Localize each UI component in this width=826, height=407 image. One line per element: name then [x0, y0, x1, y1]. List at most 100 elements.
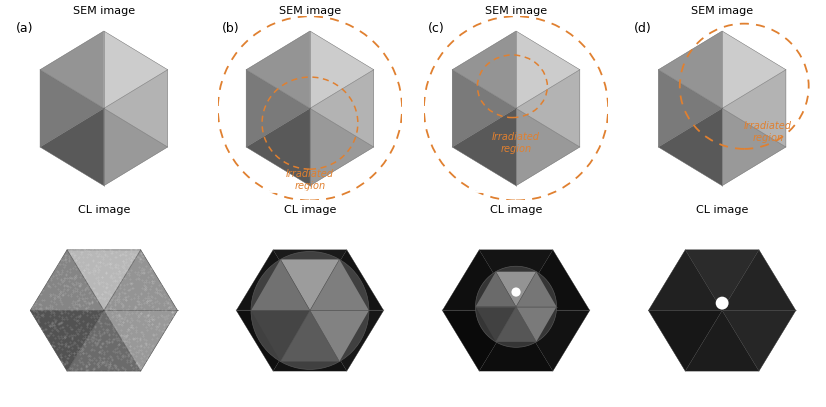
Point [135, 364, 148, 370]
Point [164, 275, 178, 282]
Point [162, 365, 175, 372]
Point [53, 290, 66, 297]
Point [116, 251, 129, 258]
Point [78, 285, 92, 292]
Point [44, 293, 57, 300]
Point [78, 241, 91, 248]
Point [66, 265, 79, 271]
Point [165, 371, 178, 377]
Point [45, 327, 59, 333]
Point [32, 238, 45, 244]
Point [153, 250, 166, 257]
Point [151, 361, 164, 368]
Point [121, 268, 134, 275]
Point [70, 285, 83, 292]
Point [38, 308, 51, 315]
Point [55, 354, 68, 360]
Point [161, 355, 174, 361]
Point [69, 263, 82, 269]
Point [80, 307, 93, 314]
Point [27, 354, 40, 361]
Point [125, 356, 138, 363]
Point [116, 263, 129, 269]
Point [69, 274, 83, 281]
Point [39, 363, 52, 369]
Point [31, 318, 45, 325]
Point [62, 239, 75, 245]
Point [104, 260, 117, 267]
Point [101, 348, 114, 355]
Polygon shape [516, 31, 580, 108]
Point [105, 338, 118, 344]
Point [75, 370, 88, 376]
Point [55, 279, 69, 285]
Point [47, 259, 60, 266]
Point [72, 344, 85, 351]
Polygon shape [31, 250, 104, 311]
Point [49, 292, 62, 299]
Point [43, 302, 56, 309]
Point [120, 357, 133, 363]
Point [136, 267, 150, 273]
Point [81, 299, 94, 306]
Point [119, 307, 132, 313]
Point [151, 249, 164, 255]
Point [150, 323, 163, 329]
Point [169, 363, 182, 369]
Point [123, 343, 136, 350]
Point [65, 244, 78, 250]
Point [166, 313, 179, 319]
Point [154, 356, 168, 362]
Point [52, 241, 65, 248]
Point [93, 355, 107, 361]
Point [142, 298, 155, 304]
Point [32, 316, 45, 322]
Point [166, 254, 179, 261]
Point [60, 360, 74, 367]
Point [50, 249, 64, 256]
Point [150, 263, 164, 269]
Point [39, 259, 52, 265]
Point [29, 284, 42, 291]
Point [41, 318, 55, 325]
Point [114, 282, 127, 289]
Point [145, 258, 159, 265]
Point [64, 376, 77, 383]
Point [82, 333, 95, 340]
Point [165, 359, 178, 365]
Point [161, 346, 174, 352]
Point [140, 241, 154, 247]
Point [142, 362, 155, 368]
Point [25, 242, 38, 248]
Point [112, 341, 126, 347]
Point [88, 339, 102, 346]
Point [36, 341, 49, 348]
Point [88, 323, 102, 329]
Polygon shape [40, 31, 104, 108]
Point [73, 297, 86, 304]
Point [26, 342, 39, 348]
Point [110, 281, 123, 288]
Point [77, 270, 90, 277]
Point [153, 245, 166, 252]
Point [97, 279, 110, 286]
Point [160, 349, 173, 356]
Point [152, 273, 165, 279]
Point [95, 291, 108, 297]
Point [56, 324, 69, 330]
Point [89, 267, 102, 273]
Point [112, 298, 126, 304]
Point [53, 358, 66, 364]
Point [55, 351, 68, 357]
Point [82, 367, 95, 374]
Point [126, 310, 139, 316]
Point [158, 290, 171, 297]
Point [30, 276, 43, 282]
Point [99, 337, 112, 344]
Point [123, 303, 136, 309]
Point [48, 283, 61, 290]
Point [142, 269, 155, 275]
Point [162, 240, 175, 247]
Point [147, 316, 160, 323]
Point [137, 246, 150, 252]
